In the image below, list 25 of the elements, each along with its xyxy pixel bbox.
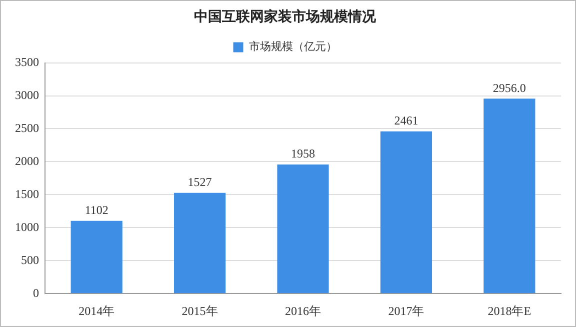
y-tick-label: 2000 <box>15 154 39 168</box>
y-tick-label: 1000 <box>15 220 39 234</box>
bar <box>174 192 226 294</box>
x-tick-label: 2015年 <box>182 304 218 318</box>
legend-label: 市场规模（亿元） <box>248 40 337 54</box>
x-tick-label: 2014年 <box>78 304 115 318</box>
data-label: 2461 <box>394 113 418 128</box>
bar <box>484 98 536 294</box>
x-tick-label: 2018年E <box>488 304 532 318</box>
data-label: 2956.0 <box>492 80 526 95</box>
y-tick-label: 1500 <box>15 186 39 201</box>
y-tick-label: 3500 <box>15 54 39 69</box>
y-tick-label: 500 <box>21 252 39 267</box>
data-label: 1958 <box>291 146 315 161</box>
chart-title: 中国互联网家装市场规模情况 <box>194 8 377 26</box>
bar <box>70 220 122 294</box>
bar <box>277 164 329 294</box>
x-tick-label: 2016年 <box>285 304 321 318</box>
data-label: 1527 <box>188 175 212 190</box>
bar <box>380 131 432 294</box>
y-tick-label: 3000 <box>15 88 39 102</box>
y-tick-label: 2500 <box>15 120 39 135</box>
data-label: 1102 <box>84 203 108 218</box>
y-tick-label: 0 <box>33 286 39 300</box>
x-tick-label: 2017年 <box>388 304 424 318</box>
